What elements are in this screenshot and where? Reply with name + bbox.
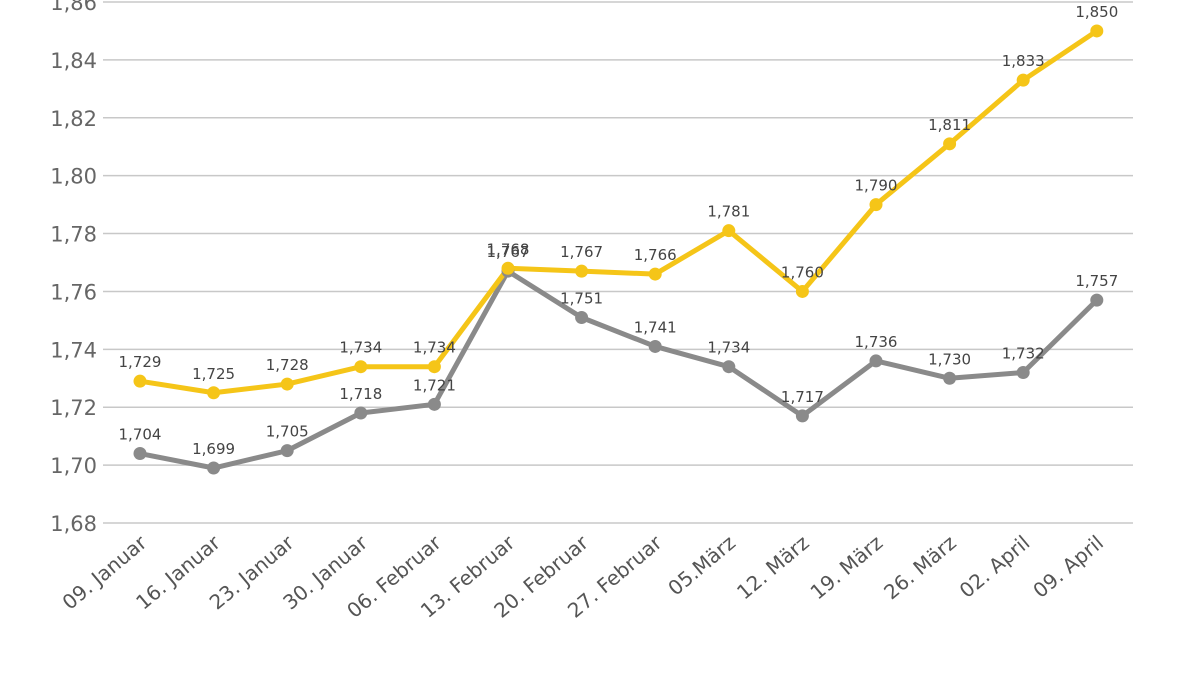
y-tick-label: 1,76 bbox=[50, 280, 97, 304]
y-tick-label: 1,72 bbox=[50, 396, 97, 420]
series-0-point bbox=[795, 284, 809, 298]
series-0-data-label: 1,790 bbox=[855, 177, 898, 195]
series-0-point bbox=[501, 261, 515, 275]
series-1-data-label: 1,741 bbox=[634, 318, 677, 336]
series-1-data-label: 1,736 bbox=[855, 333, 898, 351]
series-1-point bbox=[943, 371, 957, 385]
series-1-data-label: 1,767 bbox=[487, 243, 530, 261]
series-1-data-label: 1,732 bbox=[1002, 344, 1045, 362]
series-1-point bbox=[280, 444, 294, 458]
series-1-point bbox=[648, 339, 662, 353]
series-1-data-label: 1,718 bbox=[339, 385, 382, 403]
series-0-data-label: 1,811 bbox=[928, 116, 971, 134]
y-tick-label: 1,84 bbox=[50, 49, 97, 73]
y-tick-label: 1,78 bbox=[50, 223, 97, 247]
series-0-point bbox=[427, 360, 441, 374]
series-0-point bbox=[869, 198, 883, 212]
x-tick-label: 02. April bbox=[955, 530, 1035, 602]
y-tick-label: 1,70 bbox=[50, 454, 97, 478]
series-0-point bbox=[722, 224, 736, 238]
series-1-data-label: 1,757 bbox=[1075, 272, 1118, 290]
series-1-data-label: 1,751 bbox=[560, 289, 603, 307]
y-tick-label: 1,80 bbox=[50, 165, 97, 189]
series-0-point bbox=[575, 264, 589, 278]
data-labels: 1,704 1,699 1,705 1,718 1,721 1,767 1,751 1,741… bbox=[119, 3, 1119, 458]
series-1-point bbox=[869, 354, 883, 368]
series-1-point bbox=[1016, 365, 1030, 379]
series-0-point bbox=[1016, 73, 1030, 87]
series-0-point bbox=[280, 377, 294, 391]
series-1-data-label: 1,721 bbox=[413, 376, 456, 394]
x-tick-label: 05.März bbox=[663, 530, 740, 600]
series-1-point bbox=[133, 447, 147, 461]
series-0-data-label: 1,734 bbox=[339, 339, 382, 357]
series-1-point bbox=[1090, 293, 1104, 307]
series-0-data-label: 1,729 bbox=[119, 353, 162, 371]
series-1-point bbox=[354, 406, 368, 420]
series-1-point bbox=[207, 461, 221, 475]
gridlines bbox=[103, 1, 1133, 524]
series-0-point bbox=[943, 137, 957, 151]
series-0-point bbox=[648, 267, 662, 281]
y-tick-label: 1,68 bbox=[50, 512, 97, 536]
series-1-point bbox=[575, 310, 589, 324]
y-tick-label: 1,74 bbox=[50, 338, 97, 362]
x-tick-label: 09. April bbox=[1028, 530, 1108, 602]
series-1-data-label: 1,705 bbox=[266, 423, 309, 441]
series-line-1 bbox=[137, 268, 1100, 471]
series-0-data-label: 1,781 bbox=[707, 203, 750, 221]
series-0-data-label: 1,725 bbox=[192, 365, 235, 383]
series-1-point bbox=[795, 409, 809, 423]
x-tick-label: 26. März bbox=[879, 530, 961, 604]
series-1-data-label: 1,730 bbox=[928, 350, 971, 368]
series-1-point bbox=[722, 360, 736, 374]
series-markers bbox=[133, 24, 1104, 475]
series-0-point bbox=[354, 360, 368, 374]
series-0-data-label: 1,766 bbox=[634, 246, 677, 264]
y-tick-label: 1,86 bbox=[50, 0, 97, 15]
series-line-0 bbox=[137, 28, 1100, 396]
series-0-data-label: 1,734 bbox=[413, 339, 456, 357]
series-0-data-label: 1,768 bbox=[487, 240, 530, 258]
series-0-data-label: 1,767 bbox=[560, 243, 603, 261]
series-1-data-label: 1,699 bbox=[192, 440, 235, 458]
series-0-point bbox=[207, 386, 221, 400]
series-1-data-label: 1,717 bbox=[781, 388, 824, 406]
y-axis-ticks: 1,68 1,70 1,72 1,74 1,76 1,78 1,80 1,82 1,84 1,86 bbox=[50, 0, 97, 536]
series-1-data-label: 1,704 bbox=[119, 426, 162, 444]
series-0-data-label: 1,850 bbox=[1075, 3, 1118, 21]
series-lines bbox=[137, 28, 1100, 471]
series-0-point bbox=[1090, 24, 1104, 38]
x-tick-label: 19. März bbox=[806, 530, 888, 604]
y-tick-label: 1,82 bbox=[50, 107, 97, 131]
series-1-point bbox=[427, 397, 441, 411]
series-0-point bbox=[133, 374, 147, 388]
series-0-data-label: 1,833 bbox=[1002, 52, 1045, 70]
series-0-data-label: 1,728 bbox=[266, 356, 309, 374]
series-0-data-label: 1,760 bbox=[781, 263, 824, 281]
x-tick-label: 12. März bbox=[732, 530, 814, 604]
series-1-data-label: 1,734 bbox=[707, 339, 750, 357]
